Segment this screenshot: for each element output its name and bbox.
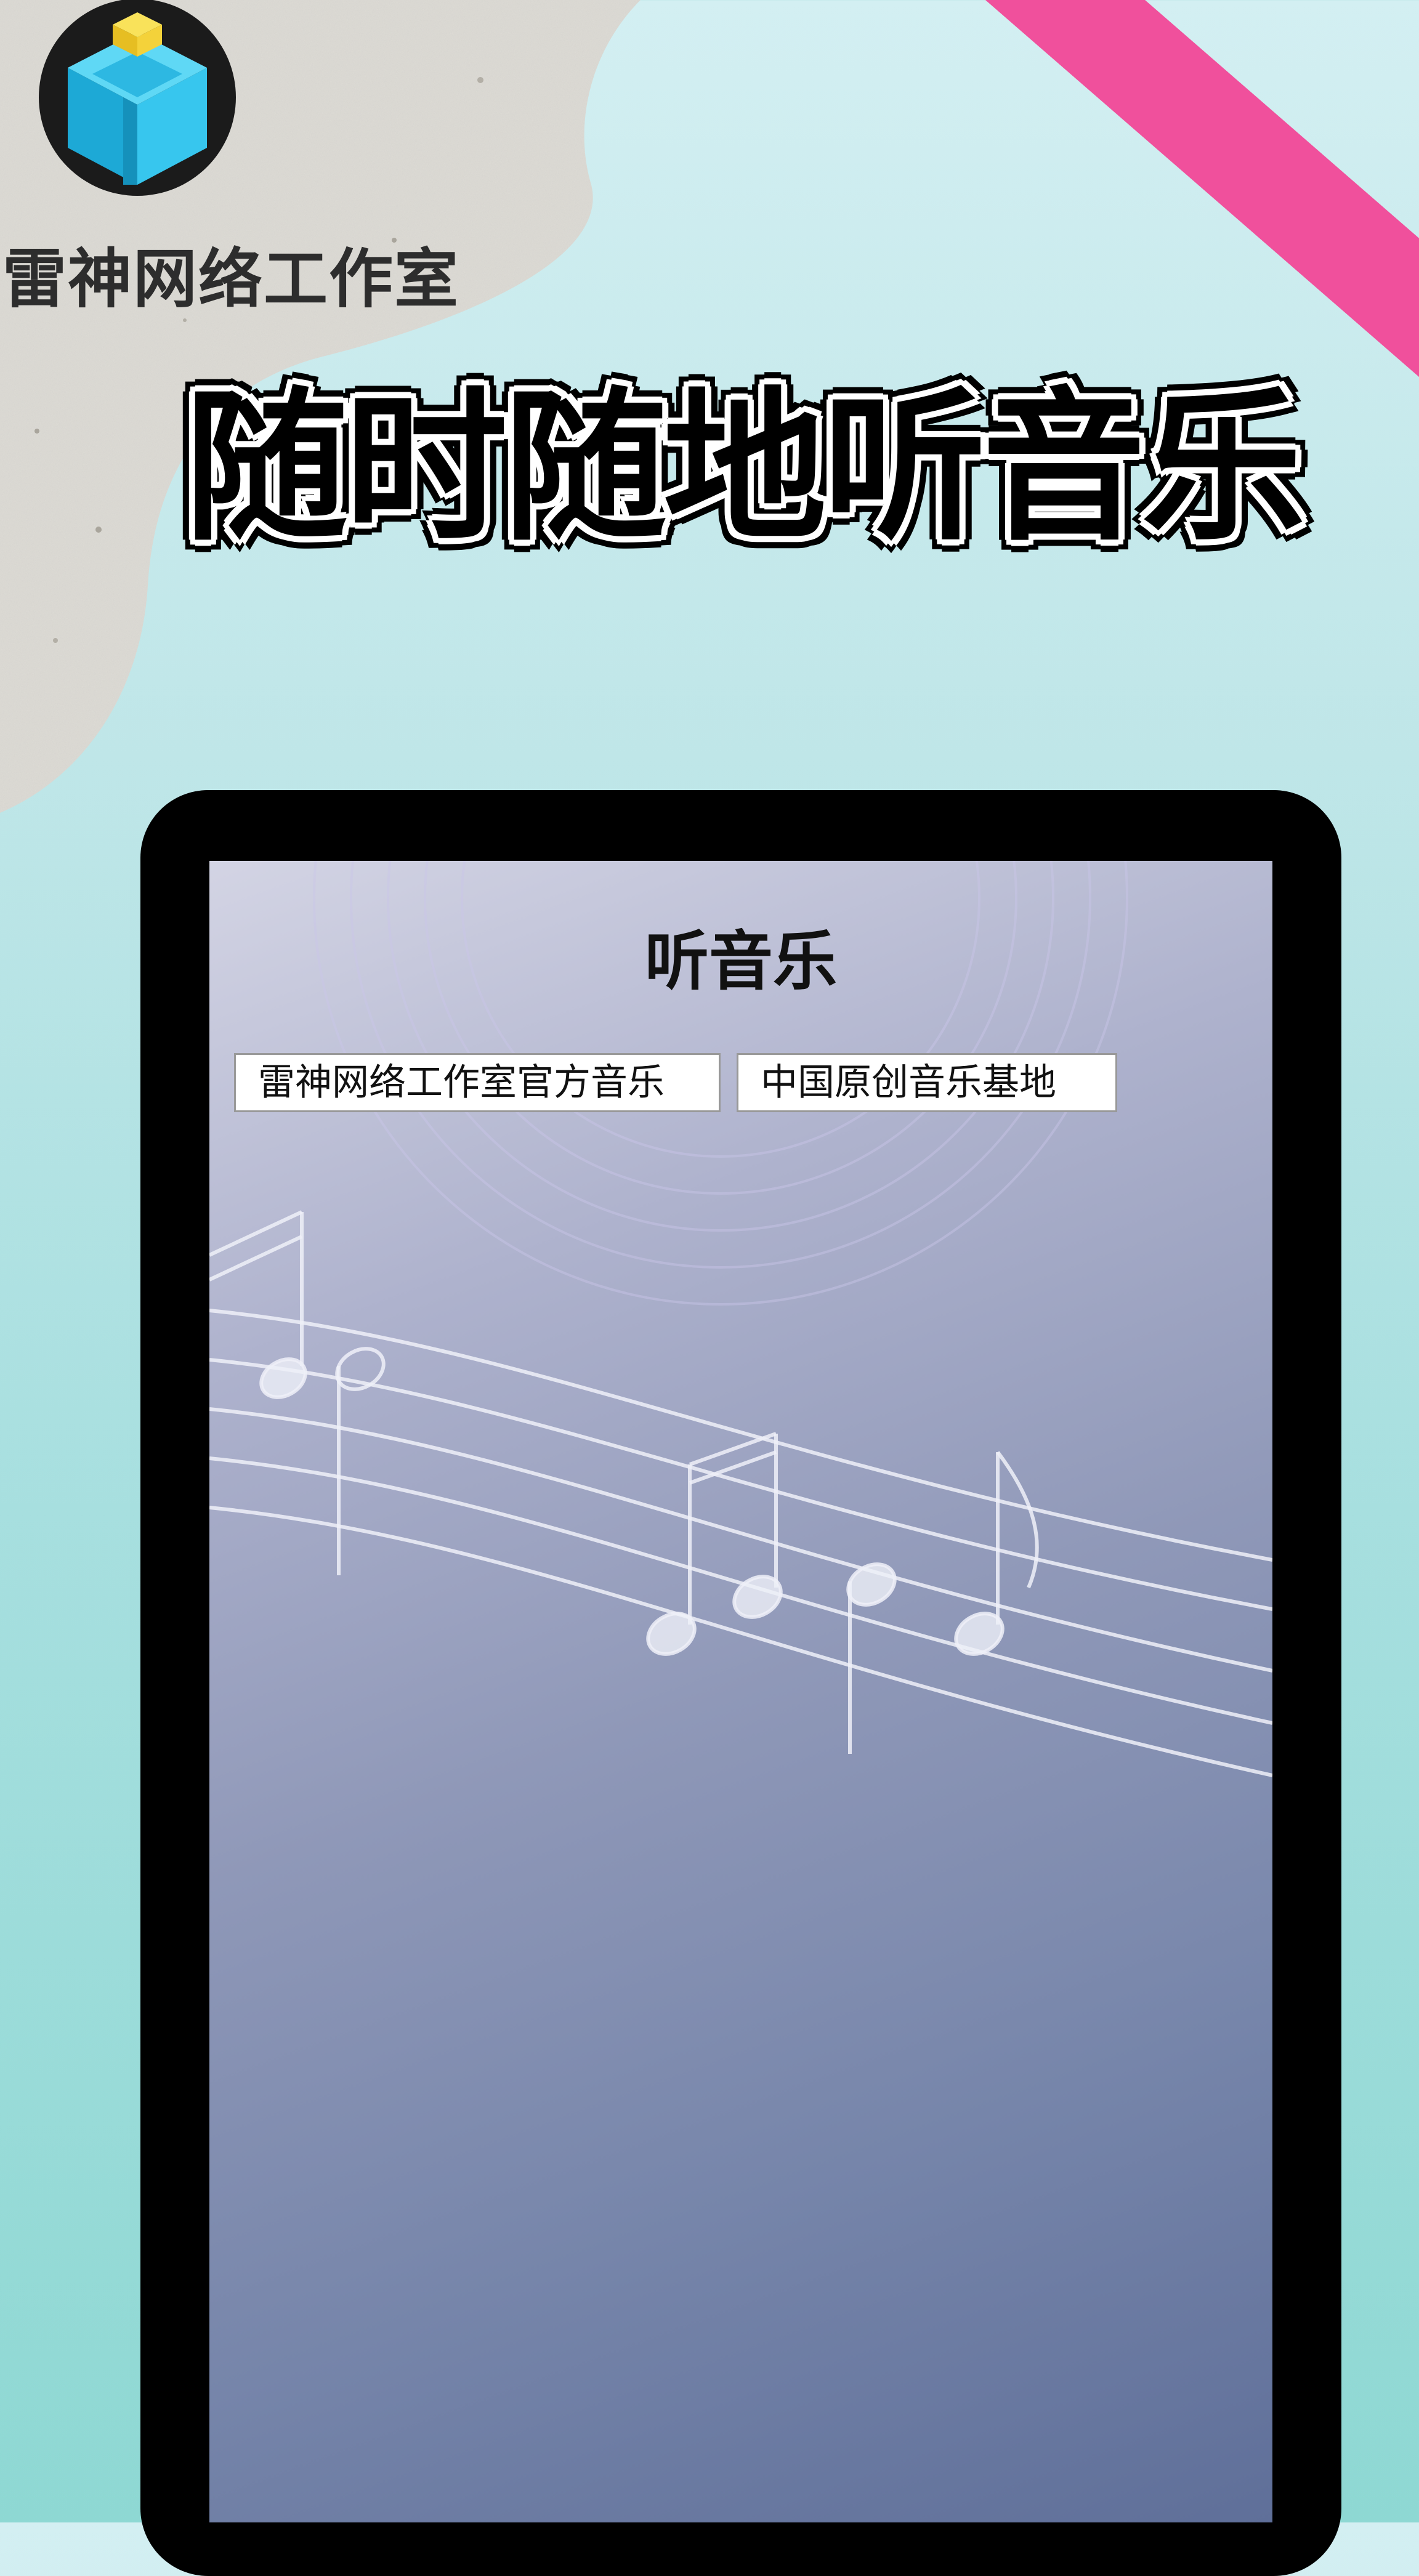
official-music-link[interactable]: 雷神网络工作室官方音乐 — [234, 1053, 721, 1112]
screen-title: 听音乐 — [644, 924, 837, 999]
original-music-link[interactable]: 中国原创音乐基地 — [737, 1053, 1117, 1112]
tablet-screen: 听音乐 雷神网络工作室官方音乐 中国原创音乐基地 — [209, 861, 1272, 2522]
headline: 随时随地听音乐 — [181, 373, 1309, 563]
cube-logo-icon — [39, 0, 236, 196]
stone-texture-background — [0, 0, 641, 813]
vinyl-rings-and-music-notes — [209, 861, 1272, 1777]
studio-name: 雷神网络工作室 — [2, 241, 460, 317]
